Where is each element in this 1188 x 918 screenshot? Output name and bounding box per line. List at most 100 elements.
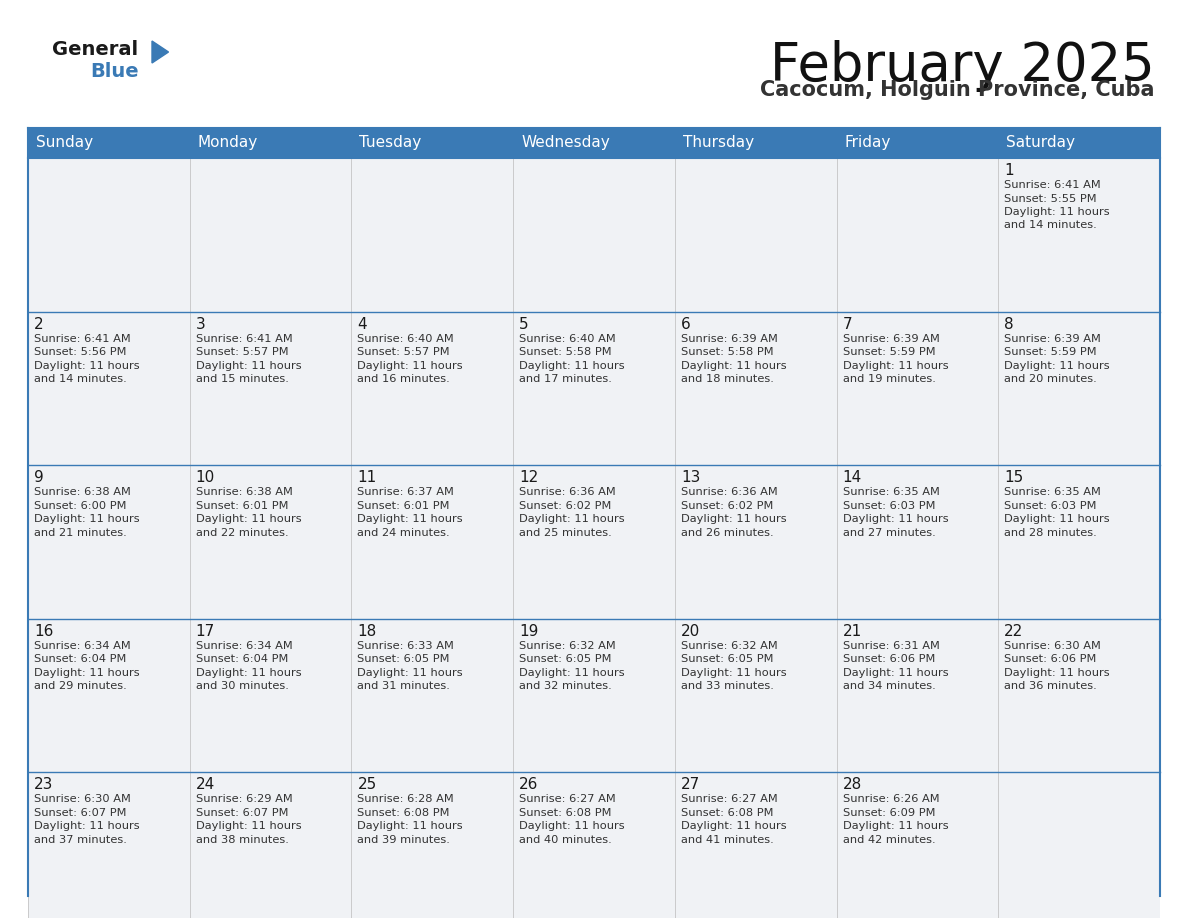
Text: 2: 2 <box>34 317 44 331</box>
Text: Daylight: 11 hours: Daylight: 11 hours <box>842 667 948 677</box>
Bar <box>836 465 998 619</box>
Bar <box>998 158 1159 311</box>
Text: Friday: Friday <box>845 136 891 151</box>
Text: Daylight: 11 hours: Daylight: 11 hours <box>34 667 140 677</box>
Bar <box>513 128 675 158</box>
Text: Daylight: 11 hours: Daylight: 11 hours <box>358 361 463 371</box>
Text: and 14 minutes.: and 14 minutes. <box>1004 220 1097 230</box>
Text: 5: 5 <box>519 317 529 331</box>
Bar <box>998 128 1159 158</box>
Bar <box>29 158 190 311</box>
Text: 10: 10 <box>196 470 215 486</box>
Text: and 17 minutes.: and 17 minutes. <box>519 375 612 384</box>
Text: Daylight: 11 hours: Daylight: 11 hours <box>842 361 948 371</box>
Text: Daylight: 11 hours: Daylight: 11 hours <box>1004 667 1110 677</box>
Bar <box>998 465 1159 619</box>
Bar <box>998 619 1159 772</box>
Bar <box>513 311 675 465</box>
Bar <box>836 772 998 918</box>
Text: Sunset: 6:04 PM: Sunset: 6:04 PM <box>196 655 287 665</box>
Text: Sunrise: 6:35 AM: Sunrise: 6:35 AM <box>1004 487 1101 498</box>
Text: 17: 17 <box>196 624 215 639</box>
Text: and 26 minutes.: and 26 minutes. <box>681 528 773 538</box>
Text: 1: 1 <box>1004 163 1013 178</box>
Text: and 24 minutes.: and 24 minutes. <box>358 528 450 538</box>
Text: 26: 26 <box>519 778 538 792</box>
Text: Sunday: Sunday <box>36 136 93 151</box>
Bar <box>675 128 836 158</box>
Bar <box>190 158 352 311</box>
Text: 23: 23 <box>34 778 53 792</box>
Text: Sunrise: 6:40 AM: Sunrise: 6:40 AM <box>358 333 454 343</box>
Text: Sunset: 6:04 PM: Sunset: 6:04 PM <box>34 655 126 665</box>
Text: Sunrise: 6:41 AM: Sunrise: 6:41 AM <box>1004 180 1101 190</box>
Text: Sunrise: 6:26 AM: Sunrise: 6:26 AM <box>842 794 940 804</box>
Text: and 27 minutes.: and 27 minutes. <box>842 528 935 538</box>
Text: and 18 minutes.: and 18 minutes. <box>681 375 773 384</box>
Text: Thursday: Thursday <box>683 136 754 151</box>
Text: Monday: Monday <box>197 136 258 151</box>
Text: Daylight: 11 hours: Daylight: 11 hours <box>196 514 302 524</box>
Text: and 25 minutes.: and 25 minutes. <box>519 528 612 538</box>
Text: Blue: Blue <box>90 62 139 81</box>
Text: Daylight: 11 hours: Daylight: 11 hours <box>681 667 786 677</box>
Text: Sunrise: 6:39 AM: Sunrise: 6:39 AM <box>842 333 940 343</box>
Text: Sunset: 6:01 PM: Sunset: 6:01 PM <box>358 500 450 510</box>
Text: Sunrise: 6:41 AM: Sunrise: 6:41 AM <box>34 333 131 343</box>
Text: Sunset: 6:03 PM: Sunset: 6:03 PM <box>842 500 935 510</box>
Text: and 15 minutes.: and 15 minutes. <box>196 375 289 384</box>
Bar <box>352 128 513 158</box>
Text: Wednesday: Wednesday <box>522 136 609 151</box>
Text: Daylight: 11 hours: Daylight: 11 hours <box>1004 361 1110 371</box>
Text: Sunrise: 6:32 AM: Sunrise: 6:32 AM <box>519 641 615 651</box>
Text: and 36 minutes.: and 36 minutes. <box>1004 681 1097 691</box>
Text: Daylight: 11 hours: Daylight: 11 hours <box>34 361 140 371</box>
Text: Sunrise: 6:36 AM: Sunrise: 6:36 AM <box>681 487 778 498</box>
Text: Sunset: 5:58 PM: Sunset: 5:58 PM <box>681 347 773 357</box>
Text: Sunset: 5:58 PM: Sunset: 5:58 PM <box>519 347 612 357</box>
Text: Sunset: 5:55 PM: Sunset: 5:55 PM <box>1004 194 1097 204</box>
Text: 14: 14 <box>842 470 861 486</box>
Text: and 30 minutes.: and 30 minutes. <box>196 681 289 691</box>
Bar <box>513 465 675 619</box>
Text: and 42 minutes.: and 42 minutes. <box>842 834 935 845</box>
Text: 9: 9 <box>34 470 44 486</box>
Text: Daylight: 11 hours: Daylight: 11 hours <box>519 514 625 524</box>
Text: Sunset: 6:08 PM: Sunset: 6:08 PM <box>358 808 450 818</box>
Text: Tuesday: Tuesday <box>360 136 422 151</box>
Text: and 38 minutes.: and 38 minutes. <box>196 834 289 845</box>
Text: Sunset: 6:08 PM: Sunset: 6:08 PM <box>519 808 612 818</box>
Bar <box>836 128 998 158</box>
Bar <box>190 311 352 465</box>
Bar <box>352 465 513 619</box>
Text: Sunrise: 6:30 AM: Sunrise: 6:30 AM <box>34 794 131 804</box>
Bar <box>675 465 836 619</box>
Text: Sunset: 6:05 PM: Sunset: 6:05 PM <box>358 655 450 665</box>
Text: and 14 minutes.: and 14 minutes. <box>34 375 127 384</box>
Text: and 32 minutes.: and 32 minutes. <box>519 681 612 691</box>
Text: Daylight: 11 hours: Daylight: 11 hours <box>1004 514 1110 524</box>
Text: and 41 minutes.: and 41 minutes. <box>681 834 773 845</box>
Bar <box>513 158 675 311</box>
Text: Sunset: 5:57 PM: Sunset: 5:57 PM <box>196 347 289 357</box>
Text: Daylight: 11 hours: Daylight: 11 hours <box>358 667 463 677</box>
Text: and 22 minutes.: and 22 minutes. <box>196 528 289 538</box>
Text: 7: 7 <box>842 317 852 331</box>
Text: Daylight: 11 hours: Daylight: 11 hours <box>681 822 786 832</box>
Bar <box>352 619 513 772</box>
Text: Sunset: 5:56 PM: Sunset: 5:56 PM <box>34 347 126 357</box>
Text: 11: 11 <box>358 470 377 486</box>
Text: Daylight: 11 hours: Daylight: 11 hours <box>681 514 786 524</box>
Text: Daylight: 11 hours: Daylight: 11 hours <box>358 514 463 524</box>
Bar <box>513 619 675 772</box>
Bar <box>836 311 998 465</box>
Text: and 31 minutes.: and 31 minutes. <box>358 681 450 691</box>
Text: and 37 minutes.: and 37 minutes. <box>34 834 127 845</box>
Text: 28: 28 <box>842 778 861 792</box>
Bar <box>29 772 190 918</box>
Bar <box>998 772 1159 918</box>
Bar <box>675 311 836 465</box>
Text: Sunset: 5:57 PM: Sunset: 5:57 PM <box>358 347 450 357</box>
Bar <box>836 158 998 311</box>
Text: General: General <box>52 40 138 59</box>
